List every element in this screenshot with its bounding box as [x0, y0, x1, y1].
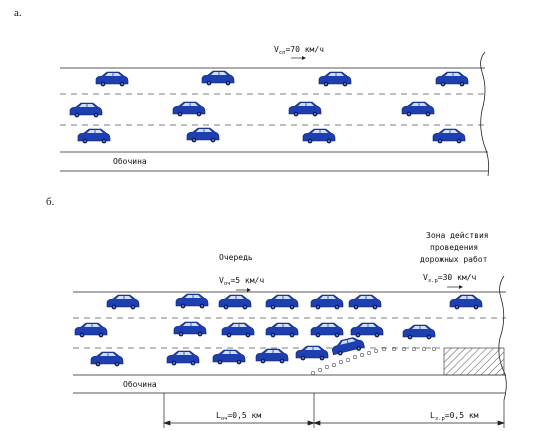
car — [172, 101, 206, 117]
queue-length-label: Lоч=0,5 км — [216, 411, 261, 422]
car — [265, 294, 299, 310]
panel-b-label: б. — [46, 196, 55, 208]
zone-title-line2: проведения — [430, 243, 478, 252]
car — [201, 70, 235, 86]
car — [435, 71, 469, 87]
car — [255, 348, 289, 364]
car — [74, 322, 108, 338]
traffic-cones — [310, 346, 436, 375]
shoulder-label: Обочина — [113, 156, 147, 166]
direction-arrow — [291, 56, 306, 60]
road-break-line — [480, 51, 490, 177]
car — [166, 350, 200, 366]
zone-title-line1: Зона действия — [426, 231, 489, 240]
car — [218, 294, 252, 310]
car — [175, 293, 209, 309]
car — [221, 322, 255, 338]
car — [432, 128, 466, 144]
car — [173, 321, 207, 337]
direction-arrow — [447, 285, 463, 289]
zone-speed-label: Vз.р=30 км/ч — [423, 273, 476, 284]
car — [348, 294, 382, 310]
car — [310, 294, 344, 310]
queue-speed-label: Vоч=5 км/ч — [219, 276, 264, 287]
car — [402, 324, 436, 340]
car — [95, 71, 129, 87]
car — [310, 322, 344, 338]
car — [77, 128, 111, 144]
car — [186, 127, 220, 143]
zone-length-label: Lз.р=0,5 км — [430, 411, 479, 422]
car — [90, 351, 124, 367]
speed-label: Vсп=70 км/ч — [274, 45, 324, 56]
car — [318, 71, 352, 87]
car — [106, 294, 140, 310]
road-break-line — [498, 275, 507, 401]
car — [288, 101, 322, 117]
direction-arrow — [236, 288, 251, 292]
zone-title-line3: дорожных работ — [420, 254, 488, 264]
car — [69, 102, 103, 118]
panel-a-label: а. — [14, 7, 22, 19]
panel-b: б. Очередь Зона действия проведения доро… — [46, 196, 507, 428]
shoulder-label: Обочина — [123, 379, 157, 389]
car-merging — [330, 334, 366, 358]
car — [302, 128, 336, 144]
dimension-lines — [162, 393, 506, 428]
work-zone-barrier — [443, 347, 505, 376]
car — [265, 322, 299, 338]
car — [401, 101, 435, 117]
queue-title: Очередь — [219, 253, 253, 262]
car — [295, 345, 329, 361]
car — [212, 349, 246, 365]
panel-a: а. Vсп=70 км/ч Обочина — [14, 7, 490, 177]
car — [350, 322, 384, 338]
car — [449, 294, 483, 310]
